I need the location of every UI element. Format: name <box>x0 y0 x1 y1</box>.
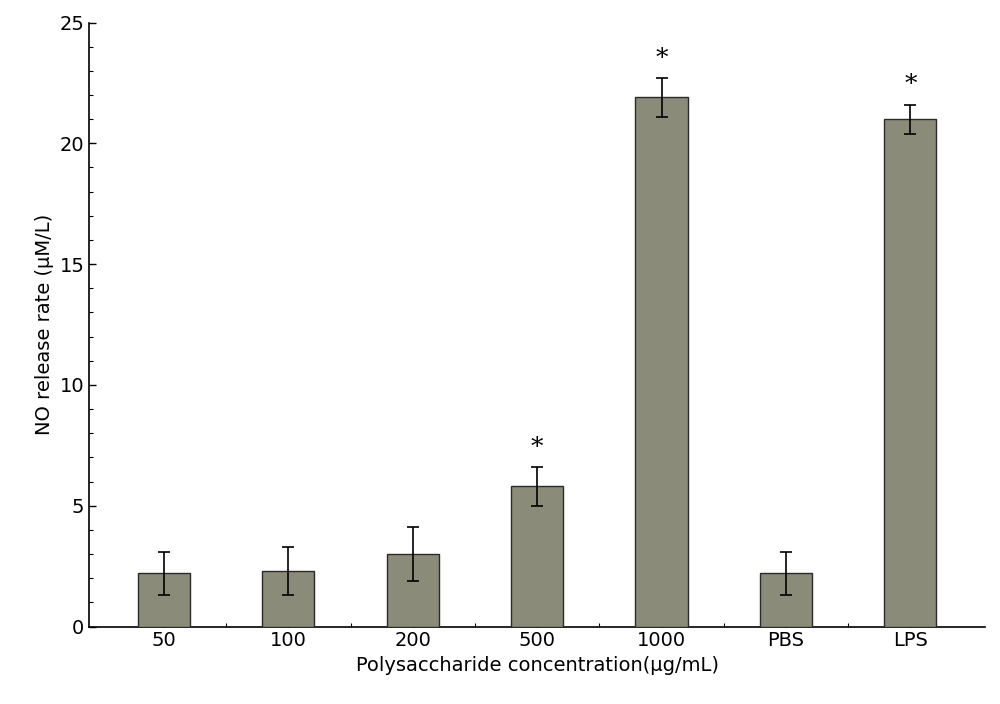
Bar <box>884 119 936 627</box>
Bar <box>387 554 439 627</box>
Text: *: * <box>655 46 668 70</box>
Bar <box>511 486 563 627</box>
X-axis label: Polysaccharide concentration(μg/mL): Polysaccharide concentration(μg/mL) <box>356 656 719 675</box>
Bar <box>262 571 314 627</box>
Text: *: * <box>904 73 917 96</box>
Bar <box>760 573 812 627</box>
Bar <box>138 573 190 627</box>
Y-axis label: NO release rate (μM/L): NO release rate (μM/L) <box>35 214 54 435</box>
Text: *: * <box>531 436 543 458</box>
Bar <box>635 97 688 627</box>
